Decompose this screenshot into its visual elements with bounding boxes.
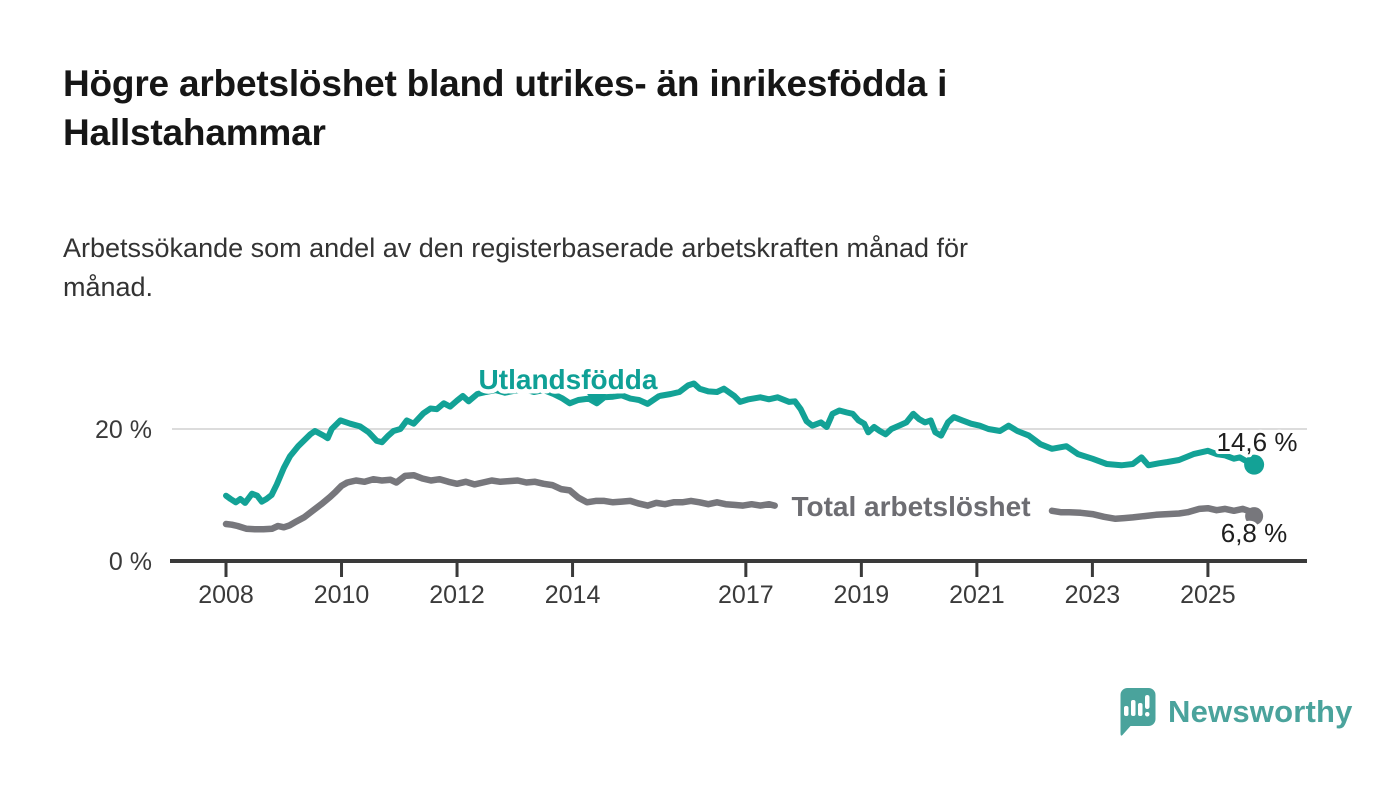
series-annotations: Utlandsfödda Total arbetslöshet 14,6 % 6…: [474, 360, 1300, 552]
chart-subtitle: Arbetssökande som andel av den registerb…: [63, 229, 1333, 307]
title-line-1: Högre arbetslöshet bland utrikes- än inr…: [63, 63, 948, 104]
y-tick-label: 0 %: [109, 548, 152, 576]
x-axis: 2008 2010 2012 2014 2017 2019 2021 2023 2025: [198, 563, 1236, 609]
series-label-total: Total arbetslöshet: [791, 491, 1030, 522]
title-line-2: Hallstahammar: [63, 111, 326, 153]
y-tick-label: 20 %: [95, 416, 152, 444]
page-title: Högre arbetslöshet bland utrikes- än inr…: [63, 60, 1333, 158]
end-dot-utlandsfodda: [1244, 454, 1265, 475]
newsworthy-speech-bubble-chart-icon: [1120, 688, 1156, 736]
newsworthy-logo: Newsworthy: [1115, 687, 1353, 737]
end-value-label-utlandsfodda: 14,6 %: [1217, 427, 1298, 457]
series-lines: [222, 380, 1265, 533]
x-tick-label: 2019: [834, 581, 890, 609]
newsworthy-logo-text: Newsworthy: [1168, 694, 1353, 729]
series-label-utlandsfodda: Utlandsfödda: [479, 364, 658, 395]
gridlines-and-y-axis: 0 % 20 %: [95, 416, 1307, 576]
x-tick-label: 2017: [718, 581, 774, 609]
line-total: [1048, 504, 1258, 523]
label-pointer-triangle-icon: [587, 394, 606, 405]
end-dot-total: [1245, 507, 1264, 526]
subtitle-line-1: Arbetssökande som andel av den registerb…: [63, 233, 969, 263]
line-utlandsfodda: [223, 380, 1258, 506]
x-tick-label: 2014: [545, 581, 601, 609]
line-total: [222, 471, 778, 533]
x-tick-label: 2023: [1065, 581, 1121, 609]
x-tick-label: 2021: [949, 581, 1005, 609]
subtitle-line-2: månad.: [63, 271, 154, 302]
x-tick-label: 2010: [314, 581, 370, 609]
x-tick-label: 2012: [429, 581, 485, 609]
end-value-label-total: 6,8 %: [1221, 518, 1288, 548]
x-tick-label: 2025: [1180, 581, 1236, 609]
x-tick-label: 2008: [198, 581, 254, 609]
